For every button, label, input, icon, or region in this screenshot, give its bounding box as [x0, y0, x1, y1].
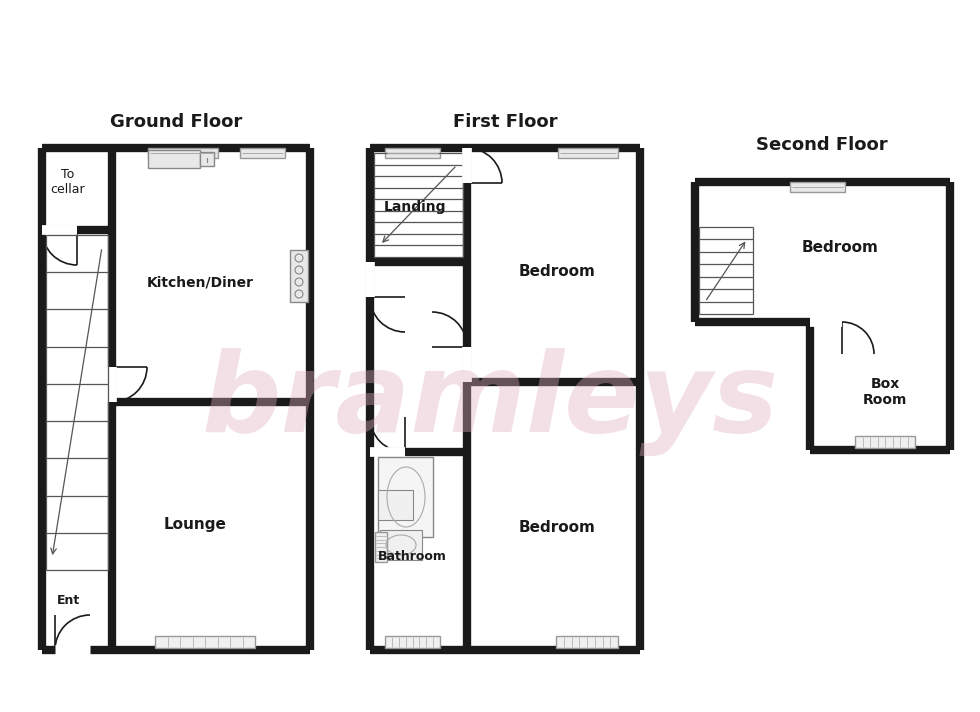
Text: First Floor: First Floor	[453, 113, 558, 131]
Bar	[155, 636, 255, 648]
Text: Kitchen/Diner: Kitchen/Diner	[146, 275, 254, 289]
Text: Ground Floor: Ground Floor	[110, 113, 242, 131]
Text: Landing: Landing	[384, 200, 446, 214]
Bar	[240, 148, 285, 158]
Bar	[290, 250, 308, 302]
Bar	[385, 636, 440, 648]
Text: To
cellar: To cellar	[51, 168, 85, 196]
Bar	[790, 182, 845, 192]
Bar	[378, 490, 413, 520]
Bar	[148, 148, 218, 158]
Text: Bedroom: Bedroom	[802, 239, 878, 254]
Bar	[378, 457, 433, 537]
Text: Bedroom: Bedroom	[518, 520, 596, 535]
Bar	[375, 532, 387, 562]
Bar	[855, 436, 915, 448]
Bar	[200, 152, 214, 166]
Text: Box
Room: Box Room	[862, 377, 907, 407]
Bar	[380, 530, 422, 560]
Text: Ent: Ent	[57, 594, 79, 607]
Text: Bedroom: Bedroom	[518, 264, 596, 280]
Text: Second Floor: Second Floor	[757, 136, 888, 154]
Text: bramleys: bramleys	[202, 348, 778, 456]
Text: Bathroom: Bathroom	[377, 550, 447, 563]
Bar	[385, 148, 440, 158]
Bar	[558, 148, 618, 158]
Bar	[556, 636, 618, 648]
Bar	[148, 150, 200, 168]
Text: Lounge: Lounge	[164, 516, 226, 531]
